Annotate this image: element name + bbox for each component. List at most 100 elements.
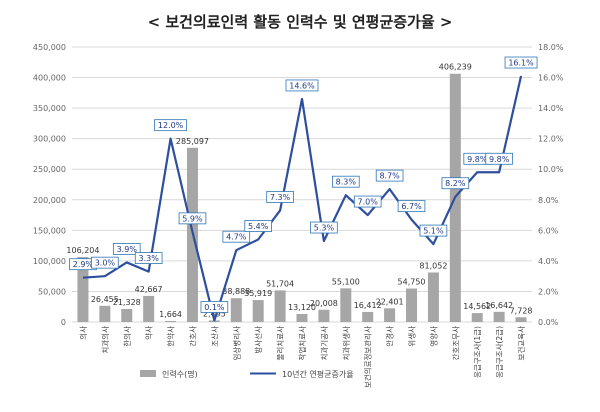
bar-value-label: 13,120 bbox=[288, 303, 316, 312]
rate-label-box bbox=[397, 200, 426, 213]
rate-label-box bbox=[332, 175, 360, 188]
category-label: 치과의사 bbox=[100, 326, 110, 354]
rate-labels-layer: 2.9% 3.0%3.9%3.3% 12.0% 5.9% 0.1% 4.7%5.4% 7.3… bbox=[69, 56, 538, 313]
right-tick-label: 12.0% bbox=[538, 135, 564, 144]
rate-value-label: 3.0% bbox=[95, 259, 116, 268]
category-label: 보건의료정보관리사 bbox=[363, 326, 373, 388]
bar-value-label: 51,704 bbox=[266, 279, 294, 288]
left-tick-label: 250,000 bbox=[33, 165, 66, 174]
bar-value-label: 2,495 bbox=[203, 309, 226, 318]
category-label: 조산사 bbox=[209, 326, 219, 347]
left-tick-label: 400,000 bbox=[33, 74, 66, 83]
bar-value-label: 26,455 bbox=[91, 295, 119, 304]
rate-value-label: 6.7% bbox=[401, 202, 422, 211]
bar bbox=[165, 320, 177, 322]
right-tick-label: 18.0% bbox=[538, 43, 564, 52]
bar bbox=[99, 305, 111, 322]
category-label: 작업치료사 bbox=[297, 326, 307, 361]
left-tick-label: 300,000 bbox=[33, 135, 66, 144]
category-label: 안경사 bbox=[385, 326, 395, 347]
bar bbox=[230, 298, 242, 322]
rate-value-label: 8.7% bbox=[379, 172, 400, 181]
right-tick-label: 0.0% bbox=[538, 318, 559, 327]
rate-label-box bbox=[91, 256, 119, 269]
bar-value-label: 21,328 bbox=[113, 298, 141, 307]
category-label: 간호조무사 bbox=[450, 326, 460, 361]
bar bbox=[515, 317, 527, 322]
rate-value-label: 2.9% bbox=[73, 260, 94, 269]
bar bbox=[340, 288, 352, 322]
bar bbox=[296, 313, 308, 322]
rate-label-box bbox=[310, 221, 338, 234]
bar bbox=[384, 308, 396, 322]
category-label: 한약사 bbox=[166, 326, 176, 347]
rate-value-label: 5.1% bbox=[423, 227, 444, 236]
rate-value-label: 8.2% bbox=[445, 179, 466, 188]
rate-label-box bbox=[178, 212, 207, 225]
rate-label-box bbox=[222, 230, 251, 243]
left-tick-label: 450,000 bbox=[33, 43, 66, 52]
left-tick-label: 150,000 bbox=[33, 226, 66, 235]
rate-value-label: 8.3% bbox=[336, 178, 357, 187]
bar bbox=[493, 311, 505, 322]
rate-value-label: 7.0% bbox=[358, 198, 379, 207]
legend-bar-label: 인력수(명) bbox=[162, 369, 198, 379]
bar-value-label: 1,664 bbox=[159, 310, 182, 319]
rate-label-box bbox=[419, 224, 448, 237]
category-labels-layer: 의사 치과의사 한의사 약사 한약사 간호사 조산사 임상병리사 방사선사 물리치료사 작업치료사 치… bbox=[78, 326, 526, 388]
right-axis-ticks: 0.0% 2.0% 4.0% 6.0% 8.0% 10.0% 12.0% 14.0% 16.0%… bbox=[538, 43, 564, 327]
right-tick-label: 16.0% bbox=[538, 74, 564, 83]
category-label: 약사 bbox=[144, 326, 154, 340]
category-label: 응급구조사(2급) bbox=[495, 326, 504, 378]
rate-line bbox=[82, 75, 523, 322]
bar-value-label: 16,412 bbox=[354, 301, 382, 310]
category-label: 위생사 bbox=[407, 326, 417, 347]
legend-line-label: 10년간 연평균증가율 bbox=[282, 369, 354, 379]
rate-value-label: 5.4% bbox=[248, 222, 269, 231]
right-tick-label: 14.0% bbox=[538, 104, 564, 113]
bar-value-label: 106,204 bbox=[66, 246, 99, 255]
category-label: 임상병리사 bbox=[231, 326, 241, 361]
bar-value-label: 406,239 bbox=[439, 63, 472, 72]
right-tick-label: 8.0% bbox=[538, 196, 559, 205]
bar-value-label: 20,008 bbox=[310, 299, 338, 308]
rate-label-box bbox=[353, 195, 382, 208]
bar bbox=[121, 308, 133, 322]
bar-value-label: 38,888 bbox=[222, 287, 250, 296]
left-tick-label: 0 bbox=[61, 318, 66, 327]
rate-value-label: 12.0% bbox=[158, 121, 184, 130]
bar bbox=[143, 295, 155, 322]
rate-value-label: 9.8% bbox=[467, 155, 488, 164]
bar bbox=[77, 257, 89, 322]
rate-label-box bbox=[375, 169, 404, 182]
rate-value-label: 14.6% bbox=[289, 81, 315, 90]
bar bbox=[252, 300, 264, 322]
bar bbox=[362, 311, 374, 322]
bar-value-label: 42,667 bbox=[135, 285, 163, 294]
left-axis-ticks: 0 50,000 100,000 150,000 200,000 250,000 300,0… bbox=[33, 43, 66, 327]
category-label: 보건교육사 bbox=[516, 326, 526, 361]
bar bbox=[471, 313, 483, 322]
legend: 인력수(명) 10년간 연평균증가율 bbox=[140, 369, 354, 379]
bar-value-label: 14,562 bbox=[463, 302, 491, 311]
category-label: 응급구조사(1급) bbox=[473, 326, 482, 378]
left-tick-label: 100,000 bbox=[33, 257, 66, 266]
rate-value-label: 7.3% bbox=[270, 193, 291, 202]
rate-label-box bbox=[134, 252, 163, 264]
bar bbox=[427, 272, 439, 322]
bar-value-label: 35,919 bbox=[244, 289, 272, 298]
bar-value-label: 16,642 bbox=[485, 301, 513, 310]
rate-value-label: 9.8% bbox=[489, 155, 510, 164]
bar-value-label: 54,750 bbox=[398, 278, 426, 287]
rate-value-label: 16.1% bbox=[508, 59, 534, 68]
left-tick-label: 50,000 bbox=[38, 287, 66, 296]
bar-value-label: 22,401 bbox=[376, 297, 404, 306]
category-label: 치과위생사 bbox=[341, 326, 351, 361]
right-tick-label: 2.0% bbox=[538, 287, 559, 296]
rate-label-box bbox=[112, 243, 141, 255]
rate-value-label: 4.7% bbox=[226, 233, 247, 242]
category-label: 영양사 bbox=[428, 326, 438, 347]
chart-title: < 보건의료인력 활동 인력수 및 연평균증가율 > bbox=[148, 13, 453, 31]
